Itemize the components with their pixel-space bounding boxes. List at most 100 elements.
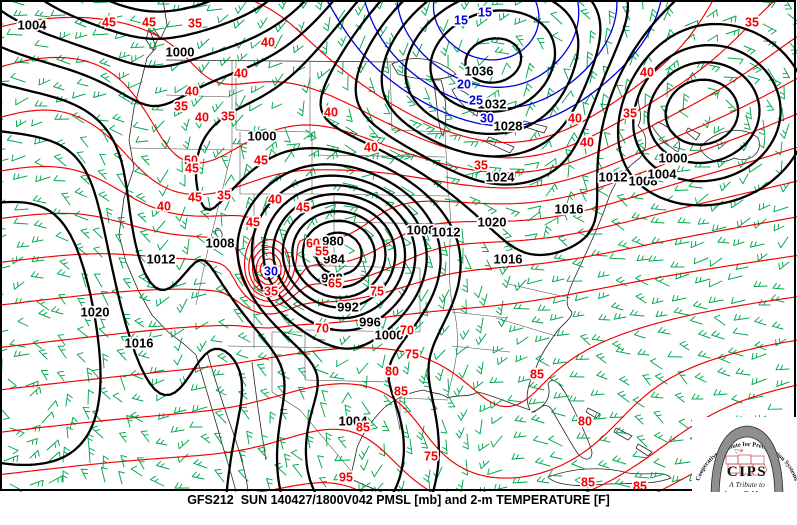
pressure-label: 1000: [248, 129, 277, 144]
temperature-label: 40: [157, 200, 171, 214]
map-border: [0, 0, 796, 491]
temperature-label: 35: [188, 17, 202, 31]
pressure-label: 1020: [478, 215, 507, 230]
isobar-988: [291, 210, 387, 299]
temperature-label: 85: [633, 480, 647, 493]
coastline: [547, 468, 672, 486]
pressure-label: 1004: [339, 414, 369, 429]
pressure-label: 1020: [81, 305, 110, 320]
pressure-label: 1024: [486, 170, 516, 185]
pressure-label: 1016: [555, 202, 584, 217]
pressure-label: 984: [323, 252, 345, 267]
weather-map-canvas: 1004100010009809849889929961000100410081…: [0, 0, 797, 492]
contour-layers: 1004100010009809849889929961000100410081…: [0, 0, 797, 492]
isobar-1024: [380, 0, 602, 158]
logo-tribute-line1: A Tribute to: [728, 480, 765, 489]
temperature-label: 85: [356, 421, 370, 435]
temperature-label: 75: [405, 348, 419, 362]
temperature-label: 45: [246, 216, 260, 230]
temperature-label: 65: [328, 277, 342, 291]
temperature-label: 40: [640, 66, 654, 80]
state-border-line: [304, 379, 391, 383]
pressure-label: 1012: [599, 170, 628, 185]
isobar-984: [301, 219, 377, 289]
temperature-label: 80: [385, 365, 399, 379]
isobar-layer: [0, 0, 797, 492]
coastline: [145, 23, 160, 51]
temperature-label: 75: [370, 285, 384, 299]
isotherm-15: [432, 0, 540, 61]
state-border-line: [444, 131, 449, 191]
isotherm-60: [0, 146, 797, 302]
temperature-label: 85: [530, 368, 544, 382]
temperature-label: 35: [264, 285, 278, 299]
temperature-label: 15: [478, 6, 492, 20]
coastline: [206, 351, 249, 492]
coastline: [423, 389, 531, 411]
pressure-label: 1000: [659, 151, 688, 166]
coastline: [635, 443, 653, 457]
temperature-label: 35: [474, 159, 488, 173]
isobar-1004: [0, 0, 761, 350]
pressure-label: 1032: [478, 97, 507, 112]
state-border-line: [451, 311, 509, 319]
isobar-980: [314, 231, 363, 276]
state-border-line: [129, 147, 233, 151]
temperature-label: 40: [364, 141, 378, 155]
pressure-label: 980: [322, 234, 344, 249]
temperature-label: 35: [745, 16, 759, 30]
pressure-label: 996: [359, 315, 381, 330]
temperature-label: 45: [142, 16, 156, 30]
state-border-line: [451, 345, 511, 353]
state-border-line: [333, 265, 421, 269]
pressure-label: 1004: [18, 18, 48, 33]
logo-cips-text: CIPS: [727, 464, 767, 480]
temperature-label: 85: [394, 385, 408, 399]
logo-weather-symbols: ▽✳: [734, 448, 744, 455]
isobar-1012: [0, 0, 797, 492]
pressure-label: 1008: [206, 236, 235, 251]
pressure-label: 1000: [166, 45, 195, 60]
isotherm-20: [396, 0, 580, 88]
coastline: [585, 407, 601, 419]
temperature-label: 80: [578, 415, 592, 429]
cips-logo: Cooperative Institute for Precipitation …: [692, 417, 797, 492]
state-border-line: [239, 132, 313, 195]
coastline: [195, 354, 237, 492]
isobar-1028: [404, 0, 580, 136]
temperature-label: 45: [185, 162, 199, 176]
coastline: [118, 0, 197, 356]
state-border-line: [165, 94, 231, 98]
temperature-label: 45: [102, 16, 116, 30]
isobar-992: [281, 201, 397, 309]
coastline: [391, 58, 457, 80]
coastline: [485, 136, 515, 154]
temperature-label: 30: [480, 112, 494, 126]
temperature-label: 95: [339, 471, 353, 485]
isobar-1032: [429, 9, 557, 113]
temperature-label: 20: [457, 78, 471, 92]
isobar-1036: [464, 37, 523, 84]
isotherm-50: [0, 77, 797, 294]
state-border-line: [304, 329, 421, 333]
map-caption: GFS212 SUN 140427/1800V042 PMSL [mb] and…: [187, 493, 610, 507]
isobar-1020: [0, 0, 630, 467]
pressure-label: 1012: [432, 225, 461, 240]
isotherm-75: [0, 254, 797, 349]
temperature-label: 40: [568, 112, 582, 126]
pressure-label: 1036: [465, 64, 494, 79]
pressure-label: 988: [321, 271, 343, 286]
state-border-line: [227, 345, 337, 349]
coastline: [165, 59, 399, 63]
isotherm-85: [0, 339, 797, 479]
temperature-label: 35: [217, 189, 231, 203]
temperature-label: 30: [264, 265, 278, 279]
temperature-label: 70: [315, 322, 329, 336]
coastline: [530, 380, 593, 460]
state-border-line: [495, 317, 557, 337]
coastline: [685, 127, 701, 141]
temperature-label: 60: [306, 237, 320, 251]
temperature-label: 85: [581, 476, 595, 490]
temperature-label: 45: [188, 191, 202, 205]
